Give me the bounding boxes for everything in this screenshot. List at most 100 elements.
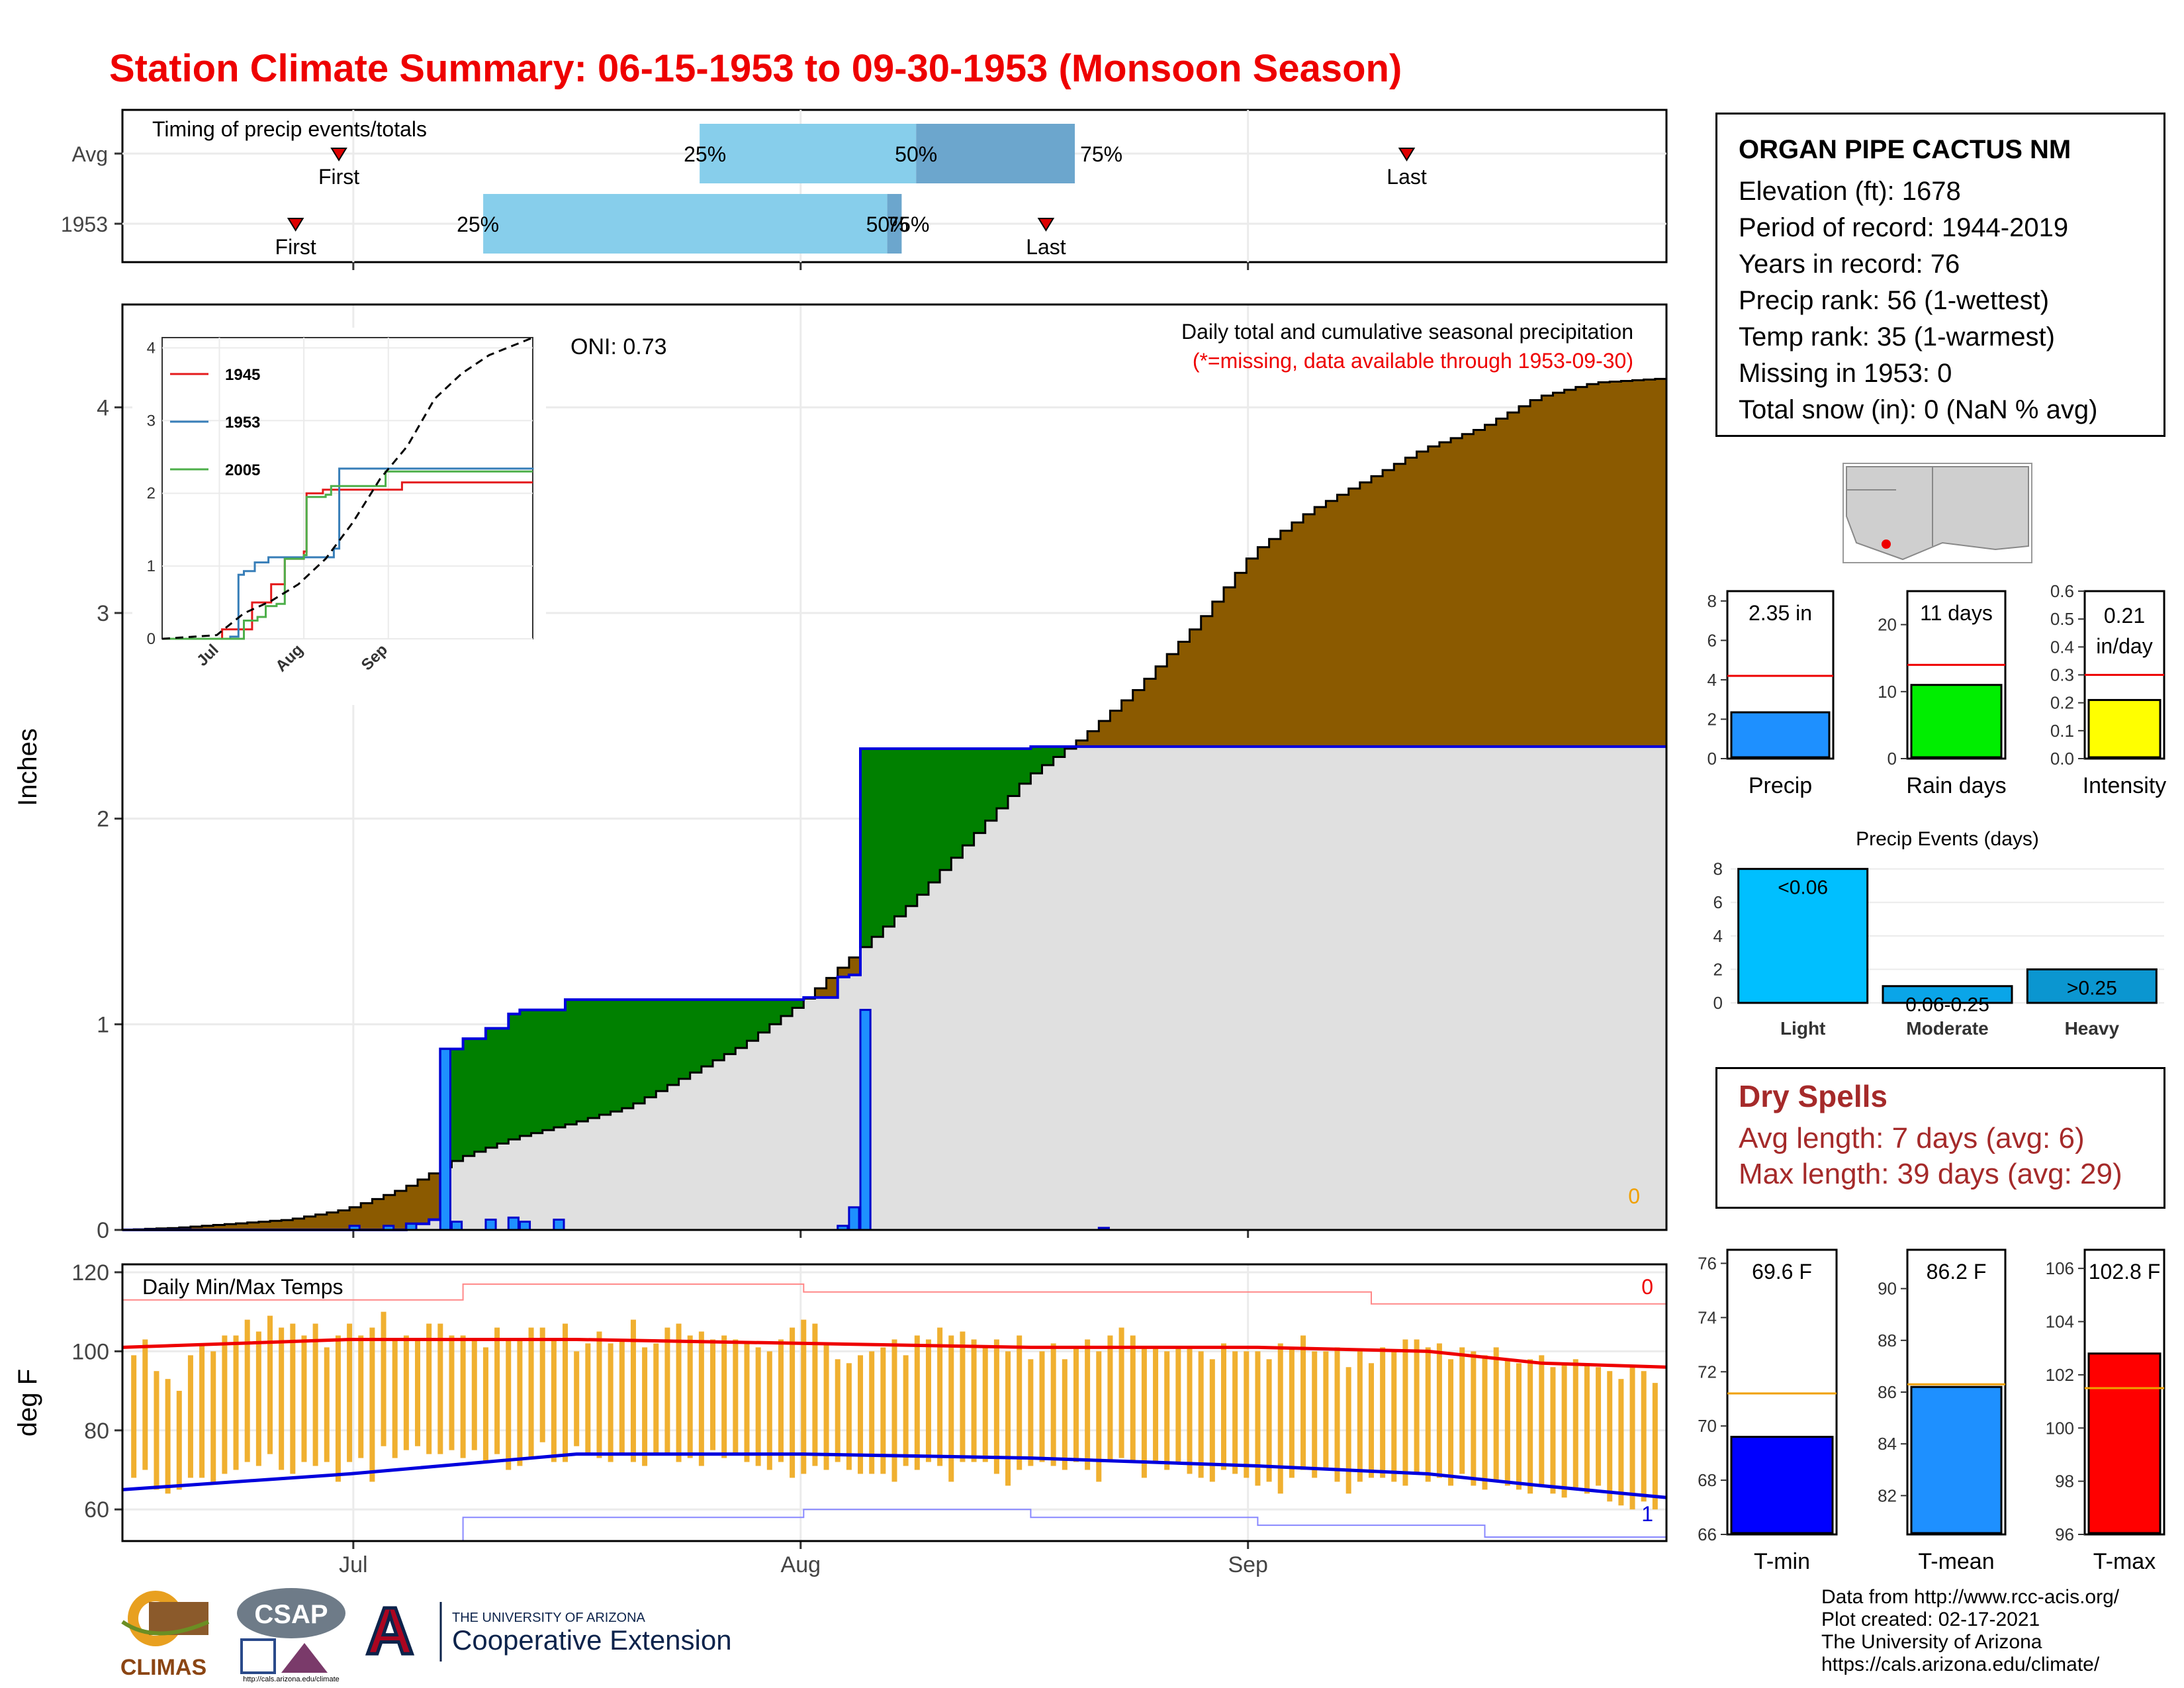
temp-daily-bar <box>1073 1347 1079 1462</box>
tmin-y-tick-label: 70 <box>1698 1416 1717 1436</box>
temp-daily-bar <box>1607 1371 1613 1502</box>
x-axis-month-label: Aug <box>781 1552 821 1577</box>
credits-date: Plot created: 02-17-2021 <box>1821 1609 2040 1630</box>
temp-daily-bar <box>1312 1351 1318 1478</box>
timing-row-label: Avg <box>71 142 108 166</box>
temp-daily-bar <box>1572 1359 1578 1490</box>
temp-daily-bar <box>812 1323 818 1466</box>
daily-precip-bar <box>439 1048 451 1231</box>
temp-daily-bar <box>551 1339 557 1462</box>
temp-daily-bar <box>790 1327 796 1478</box>
temp-daily-bar <box>585 1343 591 1454</box>
temp-daily-bar <box>392 1339 398 1458</box>
temp-daily-bar <box>1414 1339 1420 1474</box>
temp-daily-bar <box>426 1323 432 1454</box>
timing-label-first: First <box>275 235 316 259</box>
precip_total-value-label: 2.35 in <box>1749 601 1812 625</box>
inset-line-1953 <box>162 467 534 640</box>
tmean-x-label: T-mean <box>1918 1549 1994 1574</box>
tmax-value-bar <box>2087 1352 2161 1534</box>
temp-daily-bar <box>1323 1351 1329 1470</box>
station-location-marker <box>1882 539 1891 549</box>
temp-daily-bar <box>1187 1347 1193 1474</box>
rain_days-y-tick-label: 0 <box>1888 749 1897 769</box>
daily-precip-bar <box>484 1218 497 1231</box>
temp-daily-bar <box>528 1327 534 1458</box>
temp-daily-bar <box>279 1327 285 1470</box>
temp-daily-bar <box>676 1323 682 1462</box>
timing-bar-50-75 <box>916 124 1075 183</box>
tmax-y-tick-label: 100 <box>2046 1418 2074 1438</box>
tmin-y-tick-label: 74 <box>1698 1307 1717 1327</box>
temp-daily-bar <box>347 1323 353 1462</box>
precip_total-y-tick-label: 4 <box>1707 670 1717 690</box>
temp-daily-bar <box>506 1339 512 1470</box>
temp-y-tick-label: 80 <box>84 1419 109 1444</box>
dry-spells-box: Dry Spells Avg length: 7 days (avg: 6) M… <box>1715 1067 2165 1209</box>
temp-daily-bar <box>1266 1359 1272 1482</box>
temp-daily-bar <box>244 1319 250 1462</box>
events-bar-light <box>1737 868 1869 1004</box>
temp-daily-bar <box>1085 1339 1091 1470</box>
ua-logo-icon: A THE UNIVERSITY OF ARIZONA Cooperative … <box>365 1593 732 1670</box>
temp-daily-bar <box>1584 1363 1590 1494</box>
csap-logo: CSAP http://cals.arizona.edu/climate <box>232 1583 351 1683</box>
temp-daily-bar <box>1255 1351 1261 1486</box>
temp-daily-bar <box>642 1347 648 1466</box>
temp-daily-bar <box>698 1331 704 1466</box>
intensity-y-tick-label: 0.6 <box>2050 581 2074 601</box>
inset-y-tick-label: 1 <box>147 557 156 575</box>
ua-logo: A THE UNIVERSITY OF ARIZONA Cooperative … <box>363 1593 747 1670</box>
temp-daily-bar <box>449 1335 455 1450</box>
credits: Data from http://www.rcc-acis.org/ Plot … <box>1821 1586 2119 1676</box>
temp-daily-bar <box>858 1355 864 1474</box>
temp-daily-bar <box>733 1339 739 1454</box>
temp-daily-bar <box>222 1335 228 1474</box>
tmax-y-tick-label: 96 <box>2055 1524 2074 1544</box>
intensity-y-tick-label: 0.2 <box>2050 693 2074 713</box>
temp-daily-bar <box>1005 1351 1011 1486</box>
temp-daily-bar <box>801 1319 807 1474</box>
timing-marker-last <box>1398 148 1416 162</box>
events-y-tick-label: 0 <box>1713 993 1723 1013</box>
temp-daily-bar <box>471 1339 477 1450</box>
csap-logo-icon: CSAP http://cals.arizona.edu/climate <box>237 1588 345 1683</box>
temp-daily-bar <box>1357 1351 1363 1482</box>
events-y-tick-label: 4 <box>1713 926 1723 946</box>
intensity-y-tick-label: 0.5 <box>2050 609 2074 629</box>
temp-daily-bar <box>381 1311 387 1446</box>
temp-daily-bar <box>1118 1327 1124 1458</box>
precip-y-label: Inches <box>13 728 42 806</box>
events-title: Precip Events (days) <box>1856 828 2039 850</box>
temp-daily-bar <box>539 1327 545 1442</box>
temp-daily-bar <box>199 1343 205 1478</box>
events-y-tick-label: 8 <box>1713 859 1723 879</box>
temp-daily-bar <box>437 1323 443 1454</box>
timing-label-25: 25% <box>457 212 499 236</box>
tmean-y-tick-label: 84 <box>1878 1434 1897 1454</box>
temp-daily-bar <box>880 1347 886 1474</box>
temp-daily-bar <box>914 1335 920 1470</box>
temp-daily-bar <box>948 1335 954 1482</box>
temp-daily-bar <box>1641 1371 1647 1502</box>
intensity-x-label: Intensity <box>2083 773 2167 798</box>
temp-daily-bar <box>403 1335 409 1450</box>
precip-missing-count: 0 <box>1628 1184 1640 1208</box>
temp-y-tick-label: 60 <box>84 1497 109 1523</box>
temp-daily-bar <box>1493 1347 1499 1482</box>
timing-label-75: 75% <box>1080 142 1122 166</box>
tmean-y-tick-label: 82 <box>1878 1485 1897 1505</box>
precip_total-y-tick-label: 6 <box>1707 630 1717 650</box>
temp-daily-bar <box>415 1339 421 1446</box>
ua-logo-line1: THE UNIVERSITY OF ARIZONA <box>452 1611 646 1625</box>
tmean-y-tick-label: 88 <box>1878 1331 1897 1350</box>
temp-daily-bar <box>1550 1367 1556 1494</box>
temp-daily-bar <box>1130 1335 1136 1462</box>
temp-daily-bar <box>1652 1383 1658 1510</box>
tmin-value-bar <box>1730 1436 1834 1534</box>
tmin-y-tick-label: 72 <box>1698 1362 1717 1382</box>
station-snow: Total snow (in): 0 (NaN % avg) <box>1739 395 2098 424</box>
inset-legend-label: 1945 <box>225 366 260 384</box>
temp-daily-bar <box>142 1339 148 1470</box>
temp-panel-frame <box>121 1263 1668 1542</box>
